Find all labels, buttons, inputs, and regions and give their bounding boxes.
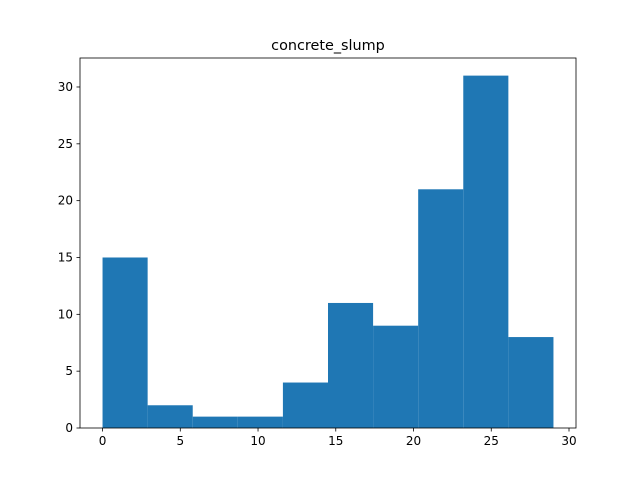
x-tick-label: 25 <box>484 434 499 448</box>
y-tick-label: 25 <box>58 137 73 151</box>
y-tick-label: 20 <box>58 194 73 208</box>
bar-9 <box>508 337 554 428</box>
bar-0 <box>102 257 148 428</box>
y-axis-ticks: 0 5 10 15 20 25 30 <box>58 80 80 435</box>
x-tick-label: 15 <box>328 434 343 448</box>
bar-6 <box>373 325 419 428</box>
plot-frame <box>79 57 577 429</box>
bar-2 <box>192 416 238 428</box>
y-tick-label: 30 <box>58 80 73 94</box>
x-tick-label: 20 <box>406 434 421 448</box>
y-tick-label: 15 <box>58 250 73 264</box>
y-tick-label: 10 <box>58 307 73 321</box>
bar-3 <box>237 416 283 428</box>
bar-5 <box>328 302 374 428</box>
bars-group <box>102 75 554 428</box>
x-tick-label: 30 <box>561 434 576 448</box>
y-tick-label: 0 <box>65 421 73 435</box>
bar-7 <box>418 189 464 428</box>
bar-1 <box>147 405 193 428</box>
x-tick-label: 5 <box>176 434 184 448</box>
x-tick-label: 0 <box>99 434 107 448</box>
x-axis-ticks: 0 5 10 15 20 25 30 <box>99 428 577 448</box>
bar-8 <box>463 75 509 428</box>
chart-title: concrete_slump <box>271 38 385 54</box>
bar-4 <box>282 382 328 428</box>
y-tick-label: 5 <box>65 364 73 378</box>
x-tick-label: 10 <box>250 434 265 448</box>
